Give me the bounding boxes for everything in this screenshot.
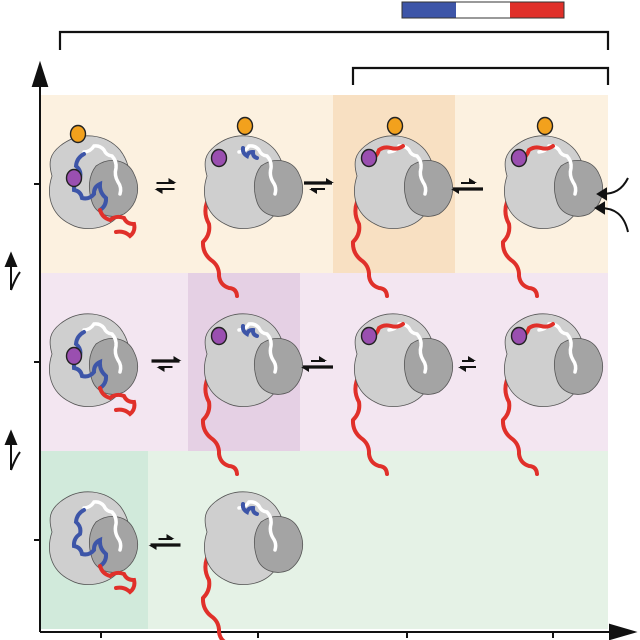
blue-helix-segment: [240, 502, 259, 516]
equilibrium-arrow-forward: [304, 178, 334, 194]
equilibrium-arrows: [148, 178, 483, 550]
protein-state: [48, 491, 139, 595]
purple-ligand: [360, 148, 378, 168]
top-brackets: [58, 30, 610, 85]
blue-helix-segment: [240, 146, 259, 160]
equilibrium-arrow-forward: [151, 356, 182, 372]
scale-red-segment: [510, 2, 564, 18]
protein-state: [350, 313, 454, 476]
white-linker: [82, 500, 123, 552]
protein-state: [500, 313, 604, 476]
equilibrium-arrow-balanced: [154, 178, 177, 194]
incoming-arrow-lower-head: [594, 201, 605, 215]
purple-ligand: [510, 326, 528, 346]
y-axis-arrowhead: [31, 60, 49, 87]
scale-blue-segment: [402, 2, 456, 18]
protein-domain-dark: [253, 159, 304, 217]
protein-state: [200, 491, 304, 640]
blue-helix-segment: [71, 152, 109, 212]
equilibrium-arrow-backward: [148, 534, 181, 550]
protein-state: [500, 116, 604, 298]
x-axis-arrowhead: [609, 623, 638, 640]
blue-helix-segment: [71, 508, 109, 568]
purple-ligand: [360, 326, 378, 346]
blue-helix-segment: [240, 324, 259, 338]
equilibrium-arrow-backward: [451, 178, 483, 194]
equilibrium-arrow-backward: [301, 356, 333, 372]
protein-state: [350, 116, 454, 298]
protein-state: [200, 313, 304, 476]
white-linker: [237, 144, 278, 196]
purple-ligand: [210, 326, 228, 346]
protein-state: [48, 124, 139, 239]
protein-domain-dark: [253, 337, 304, 395]
side-arrow-lower: [4, 429, 21, 471]
incoming-arrows: [594, 177, 629, 233]
purple-ligand: [210, 148, 228, 168]
side-arrow-upper: [4, 251, 21, 291]
white-linker: [237, 322, 278, 374]
white-linker: [82, 144, 123, 196]
side-arrows: [4, 251, 21, 471]
purple-ligand: [65, 168, 83, 188]
scale-border: [401, 1, 565, 19]
orange-ligand: [536, 116, 554, 136]
red-compact-chain: [98, 564, 137, 595]
orange-ligand: [386, 116, 404, 136]
orange-ligand: [69, 124, 87, 144]
white-linker: [82, 322, 123, 374]
outer-bracket: [58, 30, 610, 50]
scale-white-segment: [456, 2, 510, 18]
white-linker: [237, 500, 278, 552]
blue-helix-segment: [71, 330, 109, 390]
protein-states: [48, 116, 604, 640]
inner-bracket: [351, 66, 610, 85]
protein-state: [48, 313, 139, 417]
orange-ligand: [236, 116, 254, 136]
protein-domain-dark: [553, 337, 604, 395]
color-scale-bar: [401, 1, 565, 19]
purple-ligand: [65, 346, 83, 366]
incoming-arrow-upper-head: [596, 187, 607, 201]
protein-domain-dark: [403, 159, 454, 217]
equilibrium-arrow-backward-small: [458, 356, 476, 372]
red-compact-chain: [98, 386, 137, 417]
purple-ligand: [510, 148, 528, 168]
protein-domain-dark: [253, 515, 304, 573]
axes: [31, 60, 638, 640]
red-compact-chain: [98, 208, 137, 239]
protein-domain-dark: [403, 337, 454, 395]
protein-state: [200, 116, 304, 298]
